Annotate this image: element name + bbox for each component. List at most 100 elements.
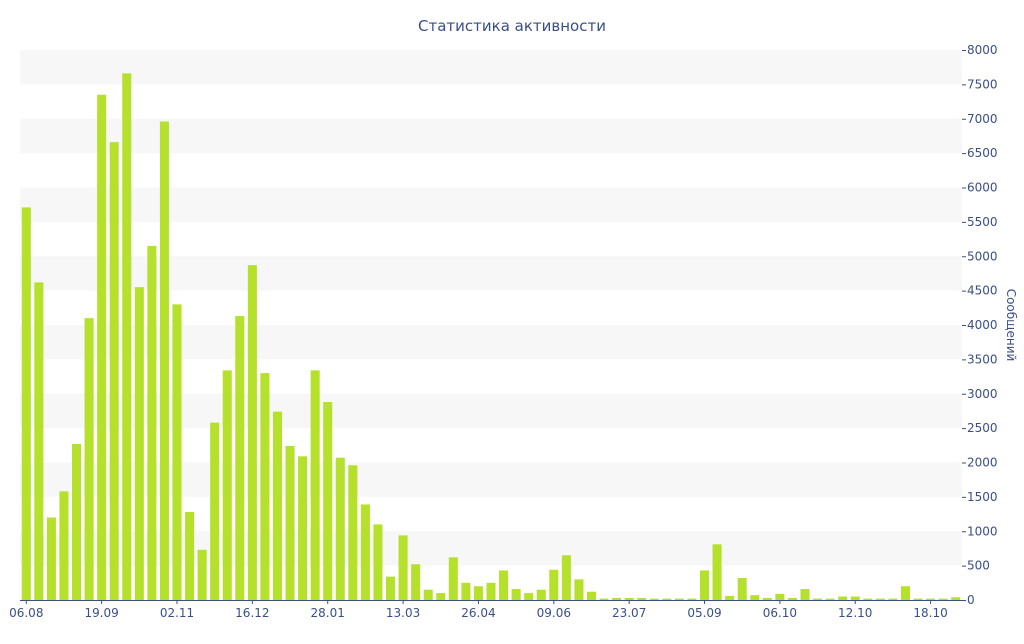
bar: [662, 598, 672, 600]
x-tick-label: 12.10: [838, 606, 872, 620]
grid-band: [20, 50, 962, 85]
bar: [335, 457, 345, 600]
grid-band: [20, 256, 962, 291]
y-tick-label: 4000: [967, 318, 998, 332]
bar: [687, 598, 697, 600]
y-axis-title: Сообщений: [1004, 289, 1018, 362]
y-tick-label: 500: [967, 559, 990, 573]
y-tick-label: 1500: [967, 490, 998, 504]
bar: [800, 589, 810, 600]
x-tick-label: 06.10: [763, 606, 797, 620]
bar: [486, 582, 496, 600]
bar: [813, 598, 823, 600]
bar: [360, 504, 370, 600]
bar: [762, 597, 772, 600]
y-tick-label: 5000: [967, 249, 998, 263]
bar: [323, 402, 333, 600]
bar: [373, 524, 383, 600]
bar: [461, 582, 471, 600]
bar: [524, 593, 534, 600]
x-tick-label: 16.12: [235, 606, 269, 620]
bar: [210, 422, 220, 600]
bar: [926, 598, 936, 600]
y-tick-label: 3500: [967, 352, 998, 366]
bar: [185, 512, 195, 600]
bar: [436, 593, 446, 600]
x-tick-label: 05.09: [687, 606, 721, 620]
x-tick-label: 09.06: [537, 606, 571, 620]
bar: [586, 591, 597, 600]
bar: [411, 564, 421, 600]
bar: [900, 586, 911, 600]
bar: [737, 578, 747, 600]
bar: [938, 598, 948, 600]
bar: [850, 596, 860, 600]
bar: [348, 465, 358, 600]
x-axis: 06.08 19.09 02.11 16.12 28.01 13.03 26.04 09.06…: [9, 600, 948, 620]
bar: [159, 121, 169, 600]
bar: [549, 569, 559, 600]
y-tick-label: 1000: [967, 524, 998, 538]
bar: [511, 589, 521, 600]
bar: [71, 443, 82, 600]
bar: [385, 576, 396, 600]
bar: [473, 586, 483, 600]
y-axis: 0 500 1000 1500 2000 2500 3000 3500 4000 4500 5000…: [962, 43, 998, 607]
x-tick-label: 06.08: [9, 606, 43, 620]
bar: [574, 579, 584, 600]
bar: [247, 265, 257, 600]
y-tick-label: 2000: [967, 456, 998, 470]
x-tick-label: 18.10: [913, 606, 947, 620]
bar: [147, 245, 157, 600]
bar: [612, 597, 622, 600]
bar: [750, 595, 760, 600]
bar: [536, 589, 546, 600]
y-tick-label: 2500: [967, 421, 998, 435]
bar: [398, 535, 408, 600]
bar: [84, 318, 94, 600]
bar: [775, 593, 785, 600]
y-tick-label: 7000: [967, 112, 998, 126]
x-tick-label: 23.07: [612, 606, 646, 620]
bar: [499, 570, 509, 600]
bar: [787, 597, 797, 600]
bar: [285, 446, 295, 600]
bar: [913, 598, 923, 600]
y-tick-label: 0: [967, 593, 975, 607]
bar: [197, 549, 207, 600]
x-tick-label: 02.11: [160, 606, 194, 620]
bar: [235, 316, 245, 600]
y-tick-label: 4500: [967, 284, 998, 298]
bar: [34, 282, 44, 600]
bar: [951, 597, 961, 600]
y-tick-label: 5500: [967, 215, 998, 229]
bar: [172, 304, 182, 600]
bar: [222, 370, 232, 600]
bar: [674, 598, 684, 600]
bar-series: [21, 73, 961, 600]
bar: [272, 411, 283, 600]
bar: [310, 370, 320, 600]
x-tick-label: 19.09: [84, 606, 118, 620]
bar: [134, 287, 144, 600]
bar: [699, 570, 710, 600]
bar: [649, 598, 659, 600]
y-tick-label: 3000: [967, 387, 998, 401]
x-tick-label: 13.03: [386, 606, 420, 620]
bar: [637, 597, 647, 600]
bar: [863, 598, 873, 600]
y-tick-label: 7500: [967, 77, 998, 91]
x-tick-label: 28.01: [311, 606, 345, 620]
bar: [260, 373, 270, 600]
bar: [122, 73, 132, 600]
bar: [875, 598, 885, 600]
y-tick-label: 6000: [967, 181, 998, 195]
bar: [423, 589, 433, 600]
bar: [448, 557, 458, 600]
bar: [888, 598, 898, 600]
bar: [59, 491, 69, 600]
bar: [21, 207, 31, 600]
y-tick-label: 6500: [967, 146, 998, 160]
